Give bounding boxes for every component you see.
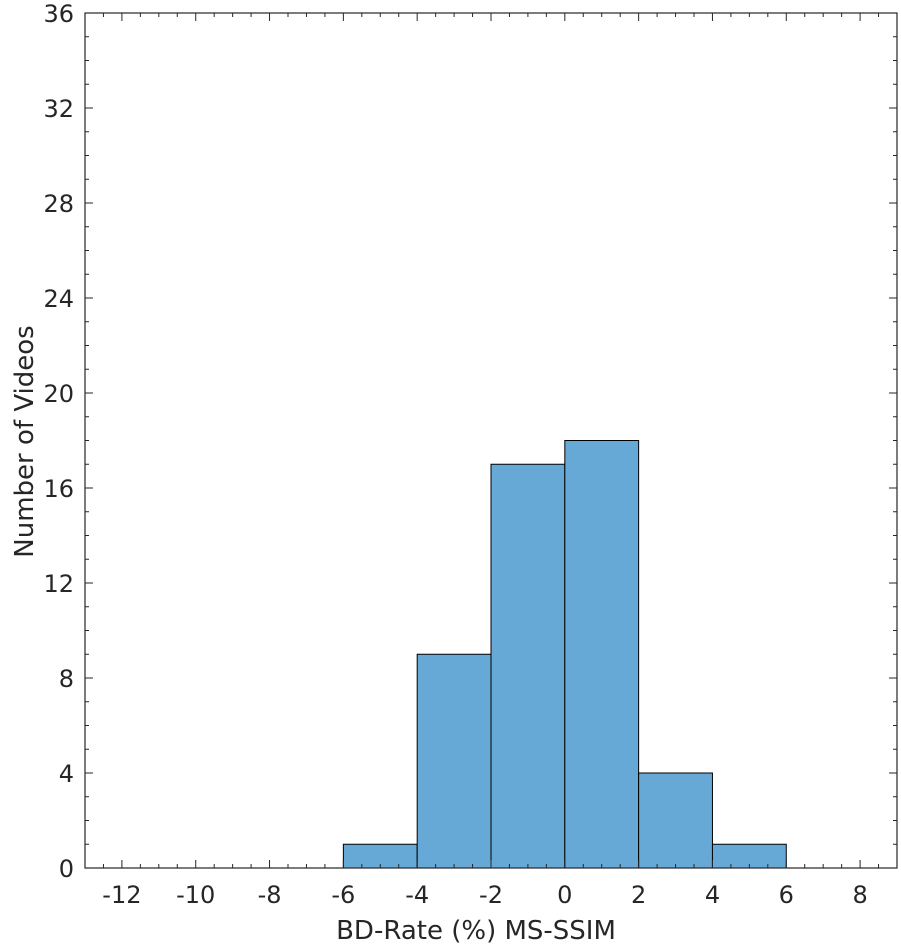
y-tick-label: 28 (43, 190, 74, 218)
y-tick-label: 16 (43, 475, 74, 503)
x-tick-label: -4 (405, 881, 429, 909)
x-tick-label: -8 (258, 881, 282, 909)
y-tick-label: 4 (59, 760, 74, 788)
y-tick-label: 32 (43, 95, 74, 123)
y-axis-label: Number of Videos (10, 325, 40, 557)
x-axis-label: BD-Rate (%) MS-SSIM (336, 916, 616, 946)
y-tick-label: 20 (43, 380, 74, 408)
y-tick-label: 12 (43, 570, 74, 598)
ticks-layer (84, 12, 898, 869)
histogram-bar (638, 772, 713, 869)
histogram-bar (416, 653, 492, 869)
x-tick-label: -12 (102, 881, 141, 909)
bars-layer (342, 440, 787, 869)
x-tick-label: -10 (176, 881, 215, 909)
histogram-bar (490, 463, 566, 869)
histogram-bar (564, 440, 640, 869)
plot-frame (84, 12, 898, 869)
x-tick-label: 2 (631, 881, 646, 909)
x-tick-label: 4 (705, 881, 720, 909)
y-tick-label: 8 (59, 665, 74, 693)
y-tick-label: 36 (43, 0, 74, 28)
x-tick-label: 0 (557, 881, 572, 909)
y-tick-label: 0 (59, 855, 74, 883)
y-tick-label: 24 (43, 285, 74, 313)
x-tick-label: 8 (852, 881, 867, 909)
x-tick-label: -6 (331, 881, 355, 909)
x-tick-label: 6 (779, 881, 794, 909)
x-tick-label: -2 (479, 881, 503, 909)
